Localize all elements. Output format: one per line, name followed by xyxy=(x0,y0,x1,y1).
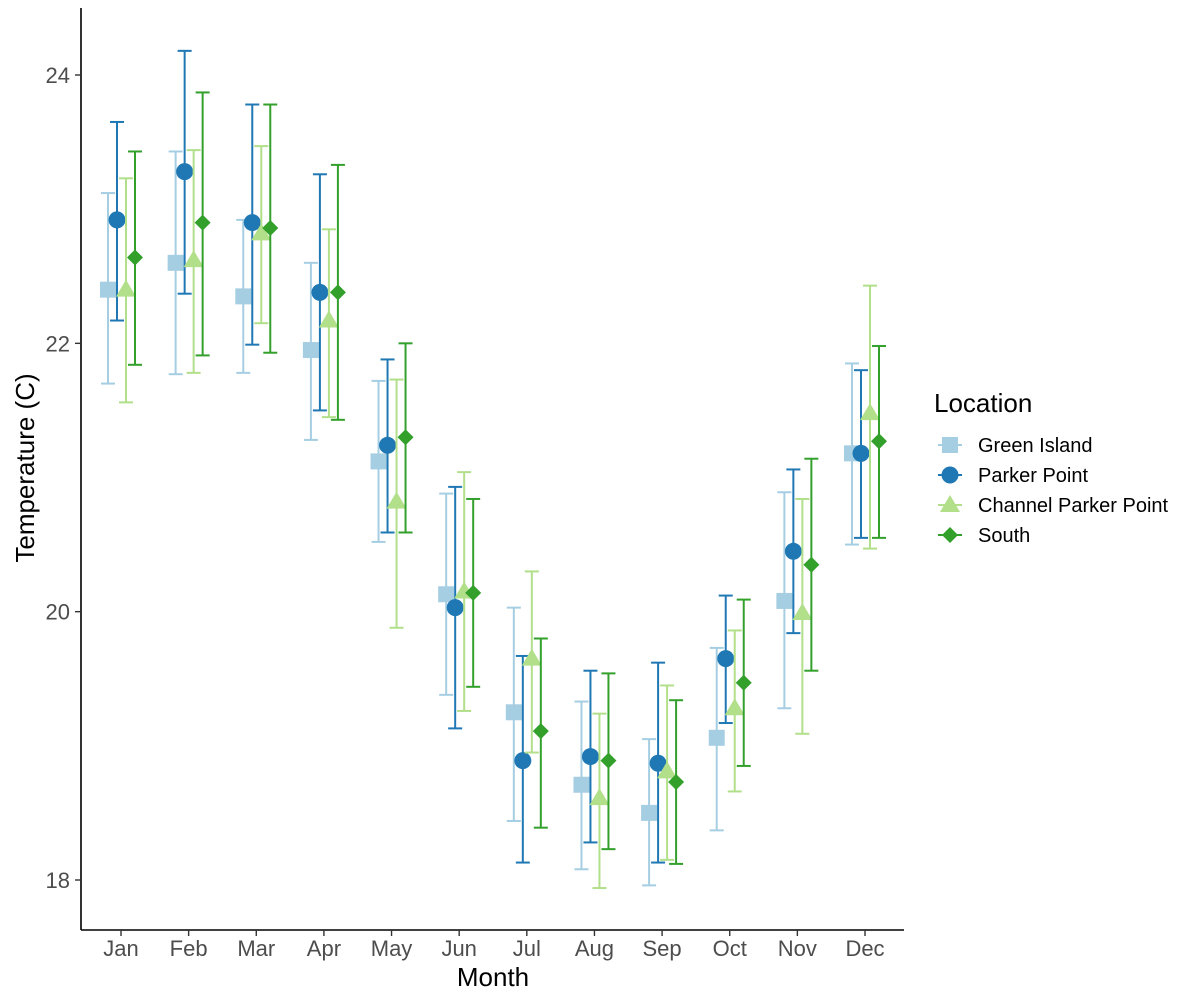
legend-key-marker xyxy=(942,527,958,543)
x-axis-title: Month xyxy=(457,962,529,992)
legend: Location Green Island Parker Point Channel… xyxy=(934,388,1169,547)
data-point xyxy=(167,254,184,271)
data-point xyxy=(262,219,279,236)
data-point xyxy=(641,804,658,821)
data-point xyxy=(127,249,143,266)
y-tick-label: 18 xyxy=(46,868,70,893)
x-tick-label: May xyxy=(371,936,413,961)
legend-title: Location xyxy=(934,388,1032,418)
series-3 xyxy=(116,145,880,890)
data-point xyxy=(589,788,610,806)
plot-area xyxy=(100,49,887,890)
x-tick-label: Mar xyxy=(237,936,275,961)
data-point xyxy=(379,436,397,454)
data-point xyxy=(100,281,116,298)
data-point xyxy=(573,776,590,793)
data-point xyxy=(860,403,880,421)
data-point xyxy=(600,752,617,769)
data-point xyxy=(116,279,136,297)
data-point xyxy=(183,250,204,268)
data-point xyxy=(668,774,685,791)
data-point xyxy=(302,342,319,359)
data-point xyxy=(657,761,678,779)
axes xyxy=(80,8,904,931)
data-point xyxy=(446,599,464,617)
data-point xyxy=(243,214,261,232)
data-point xyxy=(514,752,532,770)
data-point xyxy=(871,433,887,450)
legend-label: Parker Point xyxy=(978,465,1088,487)
x-tick-label: Jul xyxy=(513,936,541,961)
data-point xyxy=(852,444,870,462)
legend-item: South xyxy=(938,525,1030,547)
data-point xyxy=(251,223,272,241)
x-tick-label: Aug xyxy=(575,936,614,961)
data-point xyxy=(176,163,194,181)
x-tick-label: Feb xyxy=(170,936,208,961)
y-axis-title: Temperature (C) xyxy=(10,373,40,562)
data-point xyxy=(108,211,126,229)
y-tick-label: 24 xyxy=(46,63,70,88)
data-point xyxy=(717,650,735,668)
legend-label: Channel Parker Point xyxy=(978,495,1169,517)
x-tick-label: Nov xyxy=(778,936,817,961)
series-2 xyxy=(108,49,870,864)
y-tick-label: 22 xyxy=(46,331,70,356)
x-tick-label: Jun xyxy=(441,936,476,961)
legend-key-marker xyxy=(942,437,958,453)
x-tick-label: Apr xyxy=(307,936,341,961)
data-point xyxy=(581,748,599,766)
data-point xyxy=(649,754,667,772)
data-point xyxy=(776,592,793,609)
tick-marks: 18 20 22 24 Jan Feb Mar Apr May Jun Jul Aug Sep Oct No… xyxy=(46,63,885,961)
data-point xyxy=(397,429,414,446)
data-point xyxy=(235,288,252,305)
series-1 xyxy=(100,150,860,887)
data-point xyxy=(803,556,820,573)
legend-item: Parker Point xyxy=(938,465,1088,487)
data-point xyxy=(329,284,346,301)
data-point xyxy=(521,648,542,666)
legend-key-marker xyxy=(940,495,960,512)
series-4 xyxy=(127,91,887,865)
data-point xyxy=(465,584,482,601)
x-tick-label: Oct xyxy=(713,936,747,961)
data-point xyxy=(708,729,725,746)
x-tick-label: Sep xyxy=(643,936,682,961)
x-tick-label: Jan xyxy=(103,936,138,961)
data-point xyxy=(735,674,752,691)
data-point xyxy=(784,542,802,560)
data-point xyxy=(318,310,339,328)
legend-label: South xyxy=(978,525,1030,547)
data-point xyxy=(311,283,329,301)
data-point xyxy=(386,491,407,509)
data-point xyxy=(194,214,211,231)
data-point xyxy=(505,704,522,721)
data-point xyxy=(792,603,813,621)
data-point xyxy=(724,698,745,716)
legend-item: Green Island xyxy=(938,435,1093,457)
data-point xyxy=(532,723,549,740)
data-point xyxy=(370,453,387,470)
data-point xyxy=(438,586,455,603)
legend-key-marker xyxy=(941,466,959,484)
legend-label: Green Island xyxy=(978,435,1093,457)
legend-item: Channel Parker Point xyxy=(938,495,1169,517)
y-tick-label: 20 xyxy=(46,600,70,625)
x-tick-label: Dec xyxy=(845,936,884,961)
